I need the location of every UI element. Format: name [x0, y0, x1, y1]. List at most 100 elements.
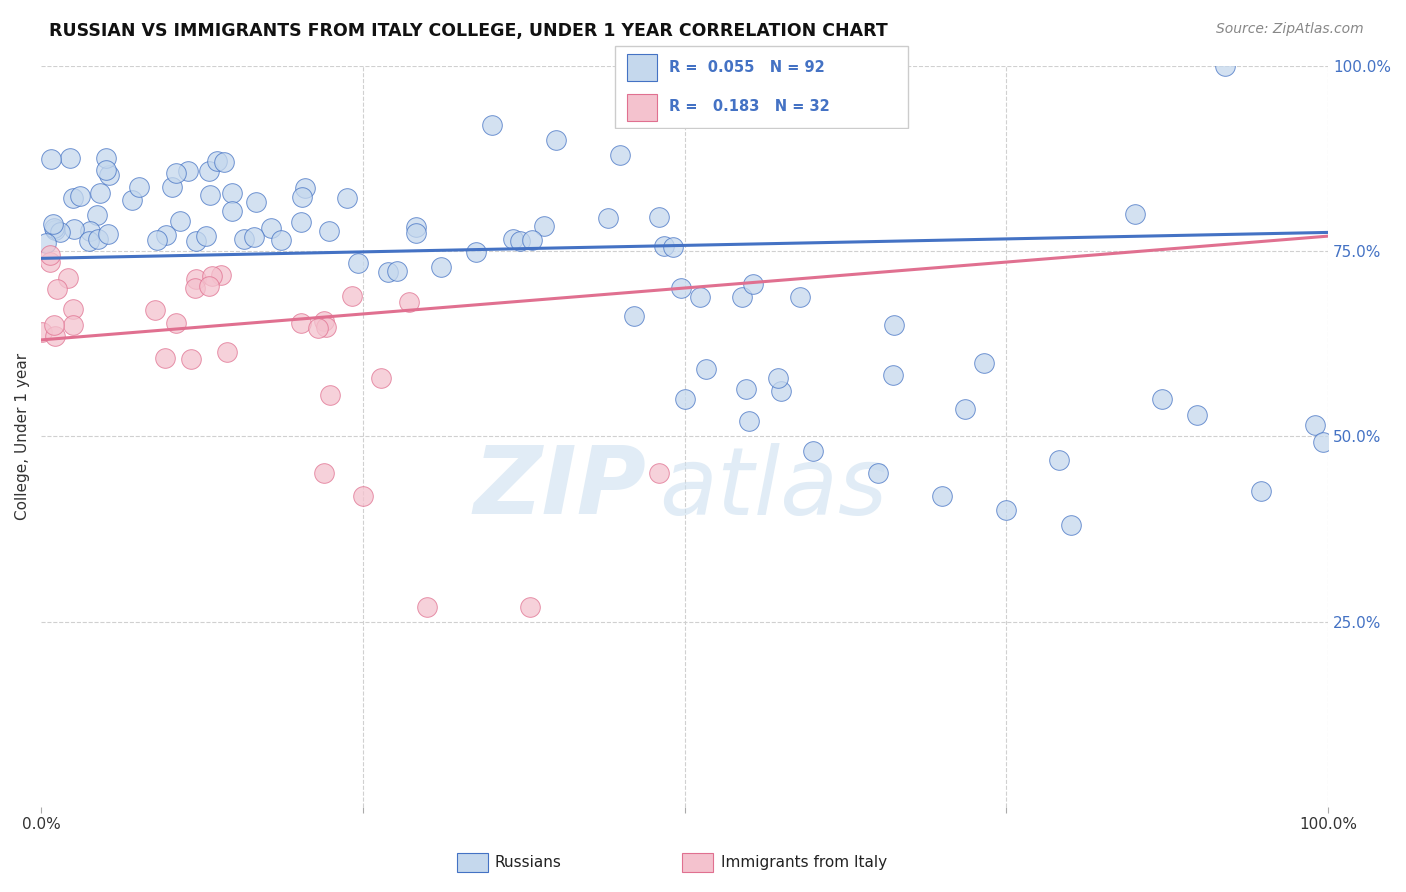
Y-axis label: College, Under 1 year: College, Under 1 year	[15, 352, 30, 520]
Point	[416, 599, 439, 614]
Point	[1047, 452, 1070, 467]
Point	[695, 361, 717, 376]
Point	[741, 277, 763, 291]
Point	[259, 220, 281, 235]
Point	[465, 244, 488, 259]
Point	[291, 190, 314, 204]
Point	[730, 290, 752, 304]
Point	[79, 224, 101, 238]
Point	[544, 133, 567, 147]
Point	[319, 388, 342, 402]
FancyBboxPatch shape	[627, 94, 657, 120]
Point	[1250, 483, 1272, 498]
Point	[801, 444, 824, 458]
Point	[312, 314, 335, 328]
Point	[1152, 392, 1174, 406]
Point	[62, 191, 84, 205]
Point	[314, 467, 336, 481]
Point	[160, 180, 183, 194]
Text: Russians: Russians	[495, 855, 562, 870]
Point	[49, 225, 72, 239]
Point	[290, 215, 312, 229]
Point	[647, 210, 669, 224]
Point	[398, 295, 420, 310]
Point	[883, 318, 905, 332]
Text: R =  0.055   N = 92: R = 0.055 N = 92	[669, 60, 825, 75]
Point	[233, 232, 256, 246]
Point	[738, 414, 761, 428]
Point	[207, 154, 229, 169]
Point	[1123, 207, 1146, 221]
Point	[94, 163, 117, 178]
Point	[31, 326, 53, 340]
Point	[1060, 518, 1083, 533]
Point	[39, 152, 62, 166]
Point	[290, 316, 312, 330]
Point	[146, 233, 169, 247]
Point	[35, 236, 58, 251]
Point	[405, 227, 427, 241]
Point	[44, 329, 66, 343]
Point	[245, 194, 267, 209]
Point	[1303, 418, 1326, 433]
Text: ZIP: ZIP	[474, 442, 645, 534]
Point	[648, 467, 671, 481]
Point	[180, 352, 202, 367]
FancyBboxPatch shape	[627, 54, 657, 81]
Point	[654, 239, 676, 253]
Point	[789, 290, 811, 304]
Point	[56, 270, 79, 285]
Point	[62, 318, 84, 332]
Point	[121, 194, 143, 208]
Point	[661, 240, 683, 254]
Point	[97, 227, 120, 241]
Point	[377, 265, 399, 279]
Point	[58, 151, 80, 165]
Text: atlas: atlas	[659, 442, 887, 533]
Point	[242, 229, 264, 244]
Point	[520, 233, 543, 247]
Point	[143, 302, 166, 317]
Point	[63, 222, 86, 236]
Point	[87, 232, 110, 246]
Point	[155, 351, 177, 365]
Point	[769, 384, 792, 399]
Text: RUSSIAN VS IMMIGRANTS FROM ITALY COLLEGE, UNDER 1 YEAR CORRELATION CHART: RUSSIAN VS IMMIGRANTS FROM ITALY COLLEGE…	[49, 22, 889, 40]
Point	[1185, 408, 1208, 422]
Point	[502, 232, 524, 246]
Point	[212, 155, 235, 169]
Point	[598, 211, 620, 225]
Text: R =   0.183   N = 32: R = 0.183 N = 32	[669, 99, 830, 114]
Point	[97, 168, 120, 182]
Point	[689, 289, 711, 303]
Point	[995, 503, 1018, 517]
Point	[533, 219, 555, 233]
Point	[352, 489, 374, 503]
Point	[509, 234, 531, 248]
Point	[215, 344, 238, 359]
Point	[405, 220, 427, 235]
Point	[336, 190, 359, 204]
Point	[62, 302, 84, 317]
Point	[46, 282, 69, 296]
Point	[1213, 59, 1236, 73]
Point	[165, 166, 187, 180]
Point	[1312, 434, 1334, 449]
Point	[209, 268, 232, 282]
Point	[42, 318, 65, 332]
Point	[184, 234, 207, 248]
Point	[882, 368, 904, 382]
Point	[340, 289, 363, 303]
Point	[69, 189, 91, 203]
Point	[931, 489, 953, 503]
Point	[44, 223, 66, 237]
Point	[430, 260, 453, 274]
Point	[39, 248, 62, 262]
Point	[77, 234, 100, 248]
Point	[44, 220, 66, 235]
Point	[198, 279, 221, 293]
Point	[346, 256, 368, 270]
Point	[128, 180, 150, 194]
Point	[89, 186, 111, 200]
Point	[155, 228, 177, 243]
